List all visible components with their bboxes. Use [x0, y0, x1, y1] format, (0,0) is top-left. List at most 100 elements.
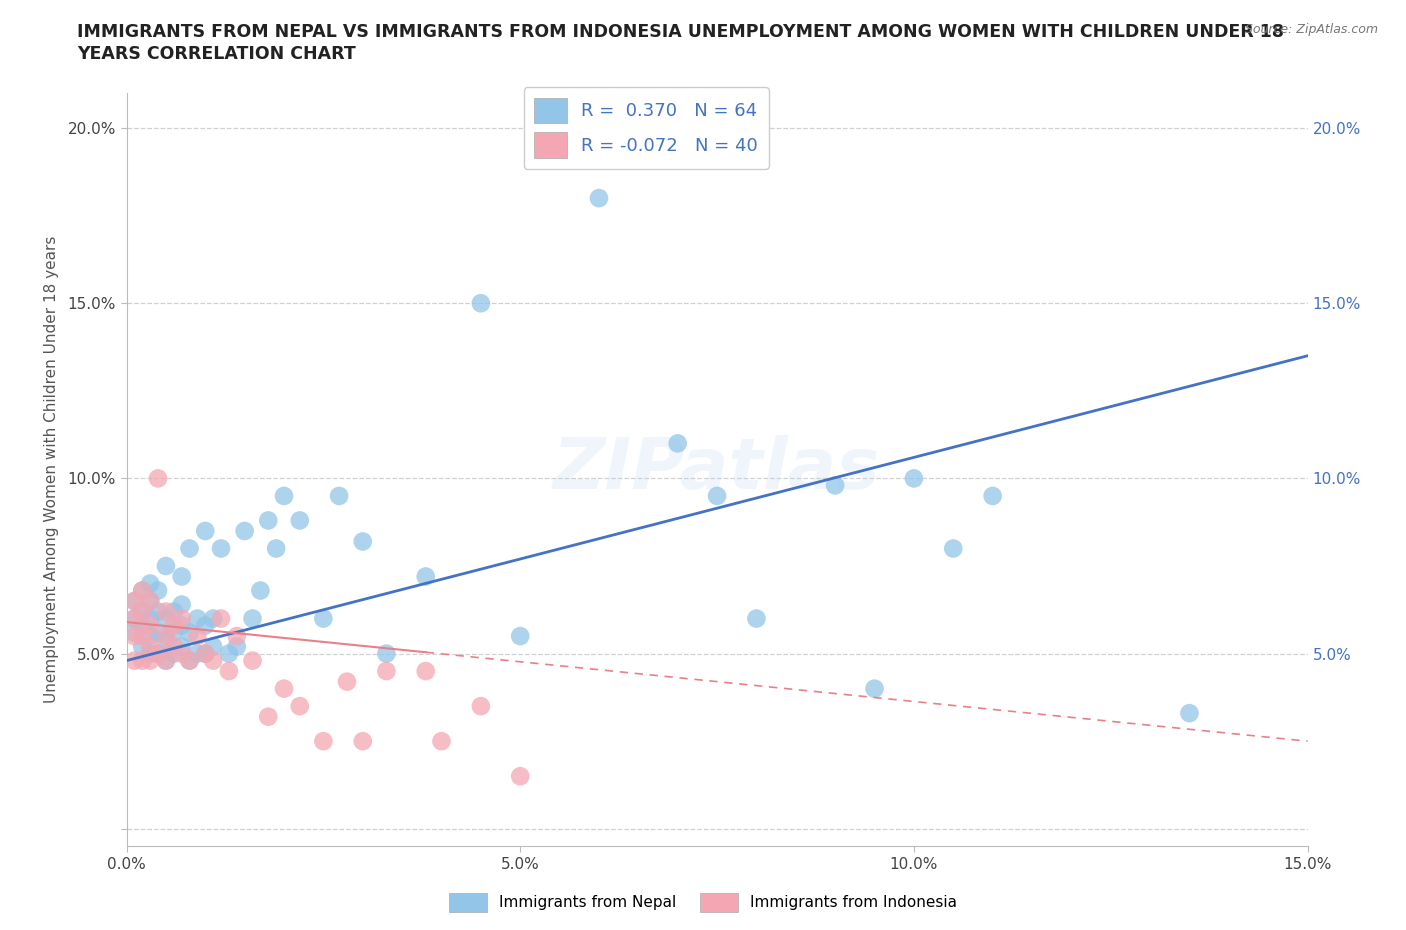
Point	[352, 534, 374, 549]
Point	[131, 653, 153, 668]
Point	[139, 646, 162, 661]
Point	[903, 471, 925, 485]
Point	[186, 611, 208, 626]
Point	[139, 593, 162, 608]
Point	[209, 611, 232, 626]
Point	[225, 629, 247, 644]
Text: YEARS CORRELATION CHART: YEARS CORRELATION CHART	[77, 45, 356, 62]
Point	[170, 618, 193, 633]
Point	[209, 541, 232, 556]
Point	[131, 604, 153, 619]
Point	[146, 646, 169, 661]
Point	[225, 639, 247, 654]
Point	[131, 583, 153, 598]
Point	[257, 710, 280, 724]
Point	[509, 629, 531, 644]
Legend: R =  0.370   N = 64, R = -0.072   N = 40: R = 0.370 N = 64, R = -0.072 N = 40	[523, 87, 769, 168]
Point	[155, 632, 177, 647]
Point	[155, 604, 177, 619]
Point	[131, 618, 153, 633]
Point	[124, 593, 146, 608]
Point	[375, 646, 398, 661]
Point	[139, 611, 162, 626]
Point	[146, 625, 169, 640]
Point	[179, 653, 201, 668]
Point	[312, 734, 335, 749]
Point	[179, 625, 201, 640]
Point	[170, 639, 193, 654]
Point	[430, 734, 453, 749]
Point	[202, 653, 225, 668]
Point	[375, 664, 398, 679]
Point	[124, 611, 146, 626]
Point	[155, 653, 177, 668]
Point	[312, 611, 335, 626]
Point	[170, 611, 193, 626]
Point	[415, 569, 437, 584]
Point	[155, 653, 177, 668]
Point	[273, 681, 295, 696]
Point	[139, 618, 162, 633]
Point	[273, 488, 295, 503]
Point	[186, 629, 208, 644]
Point	[124, 625, 146, 640]
Point	[163, 625, 186, 640]
Point	[745, 611, 768, 626]
Point	[942, 541, 965, 556]
Text: ZIPatlas: ZIPatlas	[554, 435, 880, 504]
Point	[170, 646, 193, 661]
Point	[131, 583, 153, 598]
Point	[124, 629, 146, 644]
Point	[155, 629, 177, 644]
Point	[146, 646, 169, 661]
Point	[170, 597, 193, 612]
Point	[588, 191, 610, 206]
Point	[124, 593, 146, 608]
Point	[124, 611, 146, 626]
Point	[288, 698, 311, 713]
Point	[666, 436, 689, 451]
Point	[163, 646, 186, 661]
Point	[146, 471, 169, 485]
Point	[824, 478, 846, 493]
Point	[218, 646, 240, 661]
Point	[233, 524, 256, 538]
Point	[131, 604, 153, 619]
Point	[470, 698, 492, 713]
Point	[863, 681, 886, 696]
Point	[163, 604, 186, 619]
Legend: Immigrants from Nepal, Immigrants from Indonesia: Immigrants from Nepal, Immigrants from I…	[443, 887, 963, 918]
Point	[470, 296, 492, 311]
Point	[257, 513, 280, 528]
Point	[155, 611, 177, 626]
Y-axis label: Unemployment Among Women with Children Under 18 years: Unemployment Among Women with Children U…	[45, 236, 59, 703]
Point	[124, 653, 146, 668]
Point	[163, 639, 186, 654]
Point	[509, 769, 531, 784]
Text: IMMIGRANTS FROM NEPAL VS IMMIGRANTS FROM INDONESIA UNEMPLOYMENT AMONG WOMEN WITH: IMMIGRANTS FROM NEPAL VS IMMIGRANTS FROM…	[77, 23, 1284, 41]
Point	[415, 664, 437, 679]
Point	[706, 488, 728, 503]
Point	[179, 653, 201, 668]
Point	[146, 604, 169, 619]
Point	[155, 559, 177, 574]
Point	[179, 541, 201, 556]
Point	[194, 646, 217, 661]
Point	[264, 541, 287, 556]
Point	[186, 646, 208, 661]
Point	[288, 513, 311, 528]
Point	[139, 639, 162, 654]
Point	[1178, 706, 1201, 721]
Point	[139, 576, 162, 591]
Point	[139, 653, 162, 668]
Point	[139, 593, 162, 608]
Point	[170, 569, 193, 584]
Point	[352, 734, 374, 749]
Point	[194, 524, 217, 538]
Point	[242, 611, 264, 626]
Point	[146, 583, 169, 598]
Point	[202, 639, 225, 654]
Point	[163, 618, 186, 633]
Point	[981, 488, 1004, 503]
Point	[131, 639, 153, 654]
